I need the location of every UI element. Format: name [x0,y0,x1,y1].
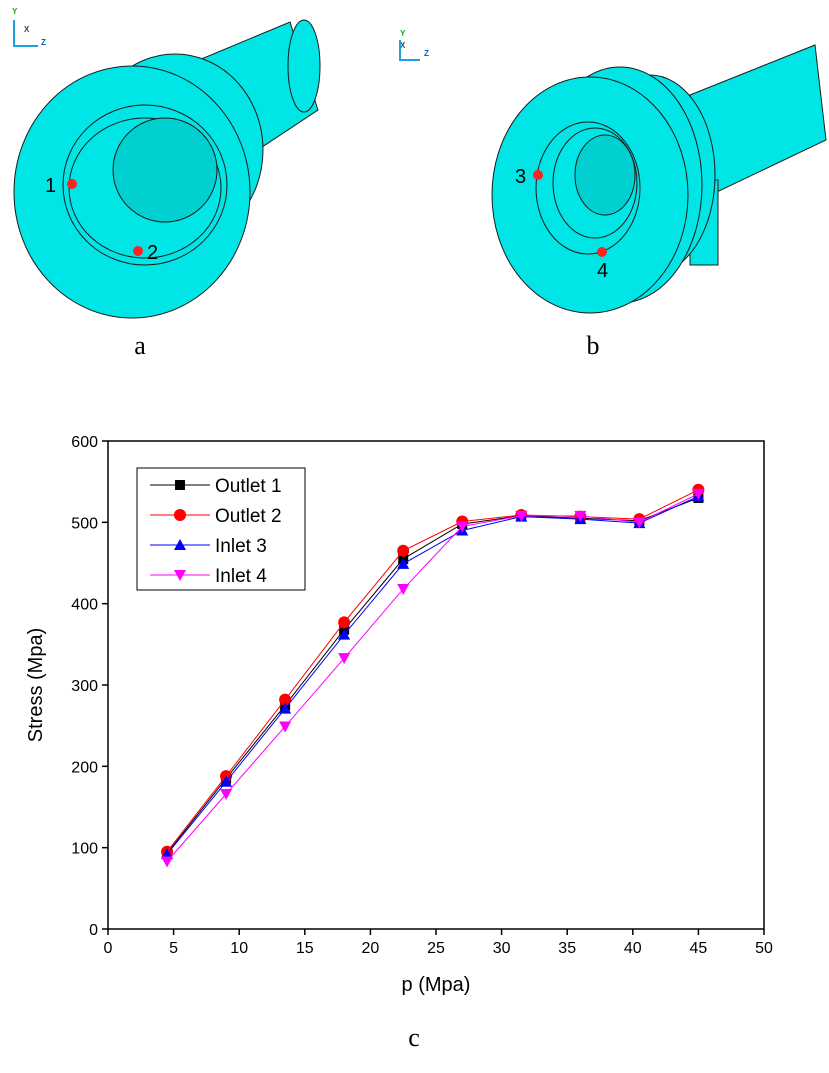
marker [161,856,173,867]
y-tick-label: 500 [71,515,98,532]
legend-label: Inlet 3 [215,536,267,557]
bore-inner [113,118,217,222]
y-tick-label: 100 [71,841,98,858]
x-tick-label: 35 [558,940,576,957]
legend-label: Inlet 4 [215,566,267,587]
x-axis-label: p (Mpa) [402,974,471,996]
probe-point [133,246,143,256]
y-tick-label: 200 [71,759,98,776]
figure: 1 2 Y X Z a 3 4 Y X Z b 0510152025303540… [0,0,829,1073]
x-tick-label: 30 [493,940,511,957]
probe-point [597,247,607,257]
model-a [14,20,320,318]
point-label: 3 [515,166,526,188]
panel-label: b [587,331,600,360]
triad-label: Y [400,29,406,38]
triad-label: Y [12,7,18,16]
point-label: 4 [597,260,608,282]
probe-point [67,179,77,189]
x-tick-label: 5 [169,940,178,957]
x-tick-label: 0 [104,940,113,957]
point-label: 1 [45,175,56,197]
x-tick-label: 40 [624,940,642,957]
probe-point [533,170,543,180]
marker [397,545,409,557]
x-tick-label: 10 [230,940,248,957]
triad-label: Z [41,38,46,47]
y-tick-label: 600 [71,434,98,451]
panel-label: a [134,331,146,360]
legend-label: Outlet 1 [215,476,282,497]
triad-label: Z [424,49,429,58]
y-tick-label: 0 [89,922,98,939]
bore-inner [575,135,635,215]
marker [175,480,185,490]
marker [174,509,186,521]
marker [338,616,350,628]
shaft-end [288,20,320,112]
x-tick-label: 20 [362,940,380,957]
x-tick-label: 50 [755,940,773,957]
triad-label: X [24,25,30,34]
model-b [492,45,826,313]
x-tick-label: 15 [296,940,314,957]
caption: c [408,1023,420,1052]
point-label: 2 [147,242,158,264]
legend-label: Outlet 2 [215,506,282,527]
y-tick-label: 300 [71,678,98,695]
y-axis-label: Stress (Mpa) [25,628,47,742]
x-tick-label: 25 [427,940,445,957]
page: 1 2 Y X Z a 3 4 Y X Z b 0510152025303540… [0,0,829,1073]
x-tick-label: 45 [690,940,708,957]
y-tick-label: 400 [71,597,98,614]
